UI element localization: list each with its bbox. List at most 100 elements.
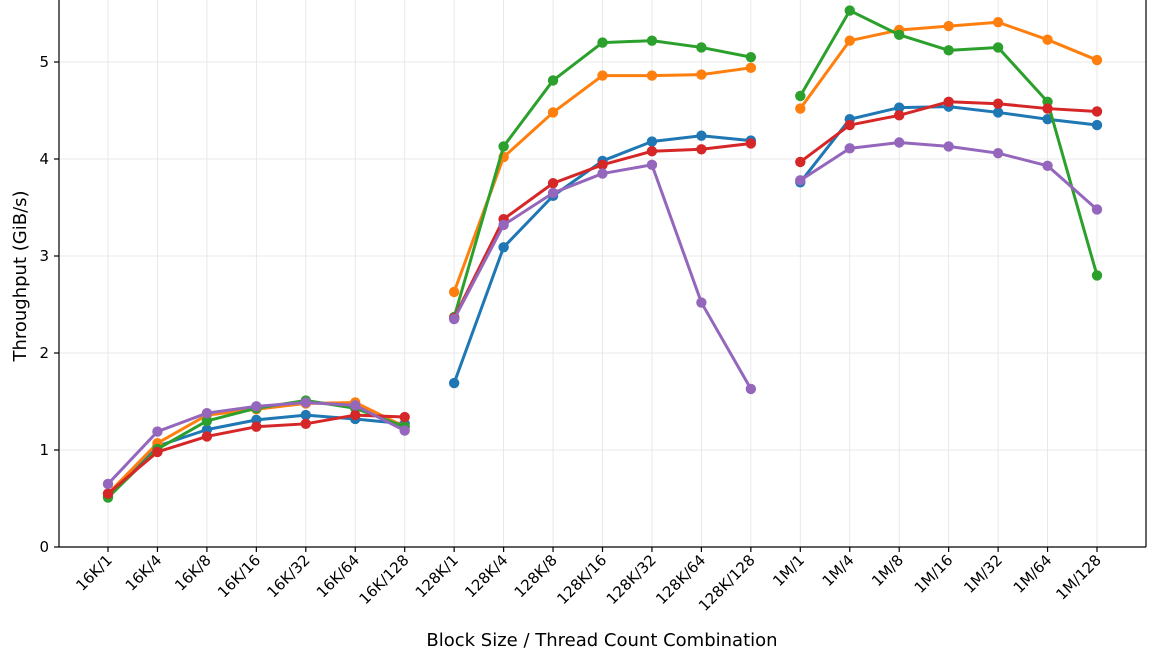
- x-tick-label: 16K/32: [263, 551, 313, 601]
- data-point: [745, 138, 757, 149]
- data-point: [350, 400, 361, 411]
- data-point: [251, 421, 262, 432]
- data-point: [1091, 54, 1103, 66]
- x-tick-label: 1M/16: [911, 551, 957, 597]
- data-point: [745, 383, 757, 395]
- data-point: [300, 418, 311, 430]
- data-point: [646, 159, 658, 171]
- x-tick-label: 16K/1: [72, 551, 116, 595]
- data-point: [943, 45, 954, 56]
- data-point: [894, 110, 905, 121]
- x-tick-label: 16K/128: [356, 551, 413, 608]
- data-point: [646, 146, 658, 157]
- y-tick-label: 2: [39, 344, 49, 362]
- y-tick-label: 4: [39, 150, 49, 168]
- data-point: [992, 17, 1004, 28]
- data-point: [201, 431, 213, 442]
- x-axis-label: Block Size / Thread Count Combination: [426, 630, 777, 651]
- data-point: [745, 62, 757, 74]
- data-point: [646, 70, 658, 81]
- y-tick-label: 0: [39, 538, 49, 556]
- data-point: [350, 409, 361, 421]
- data-point: [498, 242, 509, 253]
- data-point: [152, 446, 163, 458]
- x-tick-label: 1M/32: [960, 551, 1006, 597]
- data-point: [597, 37, 608, 48]
- data-point: [696, 297, 707, 308]
- data-point: [1042, 160, 1053, 171]
- data-point: [992, 107, 1004, 118]
- x-tick-label: 128K/4: [461, 551, 511, 601]
- data-point: [844, 35, 855, 46]
- data-point: [102, 478, 114, 490]
- series-4: [102, 96, 1103, 499]
- data-point: [597, 70, 608, 81]
- grid-lines: [59, 0, 1146, 548]
- data-point: [696, 69, 707, 80]
- data-point: [1091, 270, 1103, 281]
- x-tick-label: 1M/128: [1052, 551, 1104, 603]
- data-point: [696, 144, 707, 155]
- x-tick-label: 128K/8: [511, 551, 561, 601]
- series-5: [102, 137, 1103, 490]
- x-tick-label: 16K/8: [171, 551, 215, 595]
- series-layer: [102, 5, 1103, 503]
- x-tick-label: 128K/32: [603, 551, 660, 608]
- x-tick-label: 1M/1: [769, 551, 808, 590]
- data-point: [399, 425, 410, 436]
- data-point: [597, 159, 608, 171]
- data-point: [201, 415, 213, 427]
- data-point: [547, 178, 559, 189]
- data-point: [1091, 119, 1103, 131]
- data-point: [448, 377, 460, 389]
- data-point: [102, 488, 114, 499]
- data-point: [795, 103, 806, 114]
- data-point: [894, 137, 905, 148]
- data-point: [646, 136, 658, 147]
- data-point: [1091, 106, 1103, 117]
- data-point: [745, 51, 757, 63]
- data-point: [992, 42, 1004, 53]
- data-point: [300, 397, 311, 408]
- data-point: [844, 143, 855, 154]
- x-tick-label: 1M/4: [819, 551, 858, 590]
- data-point: [547, 187, 559, 199]
- data-point: [152, 426, 163, 437]
- data-point: [251, 401, 262, 412]
- data-point: [844, 119, 855, 131]
- data-point: [1042, 114, 1053, 125]
- y-tick-label: 5: [39, 53, 49, 71]
- data-point: [498, 141, 509, 152]
- data-point: [448, 286, 460, 298]
- data-point: [844, 5, 855, 16]
- data-point: [992, 98, 1004, 109]
- data-point: [1091, 204, 1103, 215]
- data-point: [399, 411, 410, 423]
- data-point: [943, 96, 954, 107]
- data-point: [894, 29, 905, 41]
- y-tick-label: 1: [39, 441, 49, 459]
- data-point: [547, 75, 559, 86]
- data-point: [894, 102, 905, 113]
- data-point: [696, 42, 707, 53]
- data-point: [1042, 103, 1053, 114]
- data-point: [646, 35, 658, 46]
- data-point: [992, 147, 1004, 159]
- data-point: [795, 175, 806, 186]
- x-tick-label: 1M/8: [868, 551, 907, 590]
- x-tick-label: 16K/16: [214, 551, 264, 601]
- x-tick-label: 16K/64: [313, 551, 363, 601]
- data-point: [597, 168, 608, 179]
- data-point: [795, 156, 806, 168]
- x-tick-label: 128K/1: [412, 551, 462, 601]
- x-tick-label: 16K/4: [122, 551, 166, 595]
- y-tick-label: 3: [39, 247, 49, 265]
- data-point: [300, 409, 311, 421]
- x-tick-label: 128K/16: [553, 551, 610, 608]
- data-point: [498, 219, 509, 231]
- data-point: [547, 107, 559, 118]
- data-point: [1042, 34, 1053, 45]
- data-point: [201, 407, 213, 419]
- y-axis-label: Throughput (GiB/s): [10, 190, 31, 362]
